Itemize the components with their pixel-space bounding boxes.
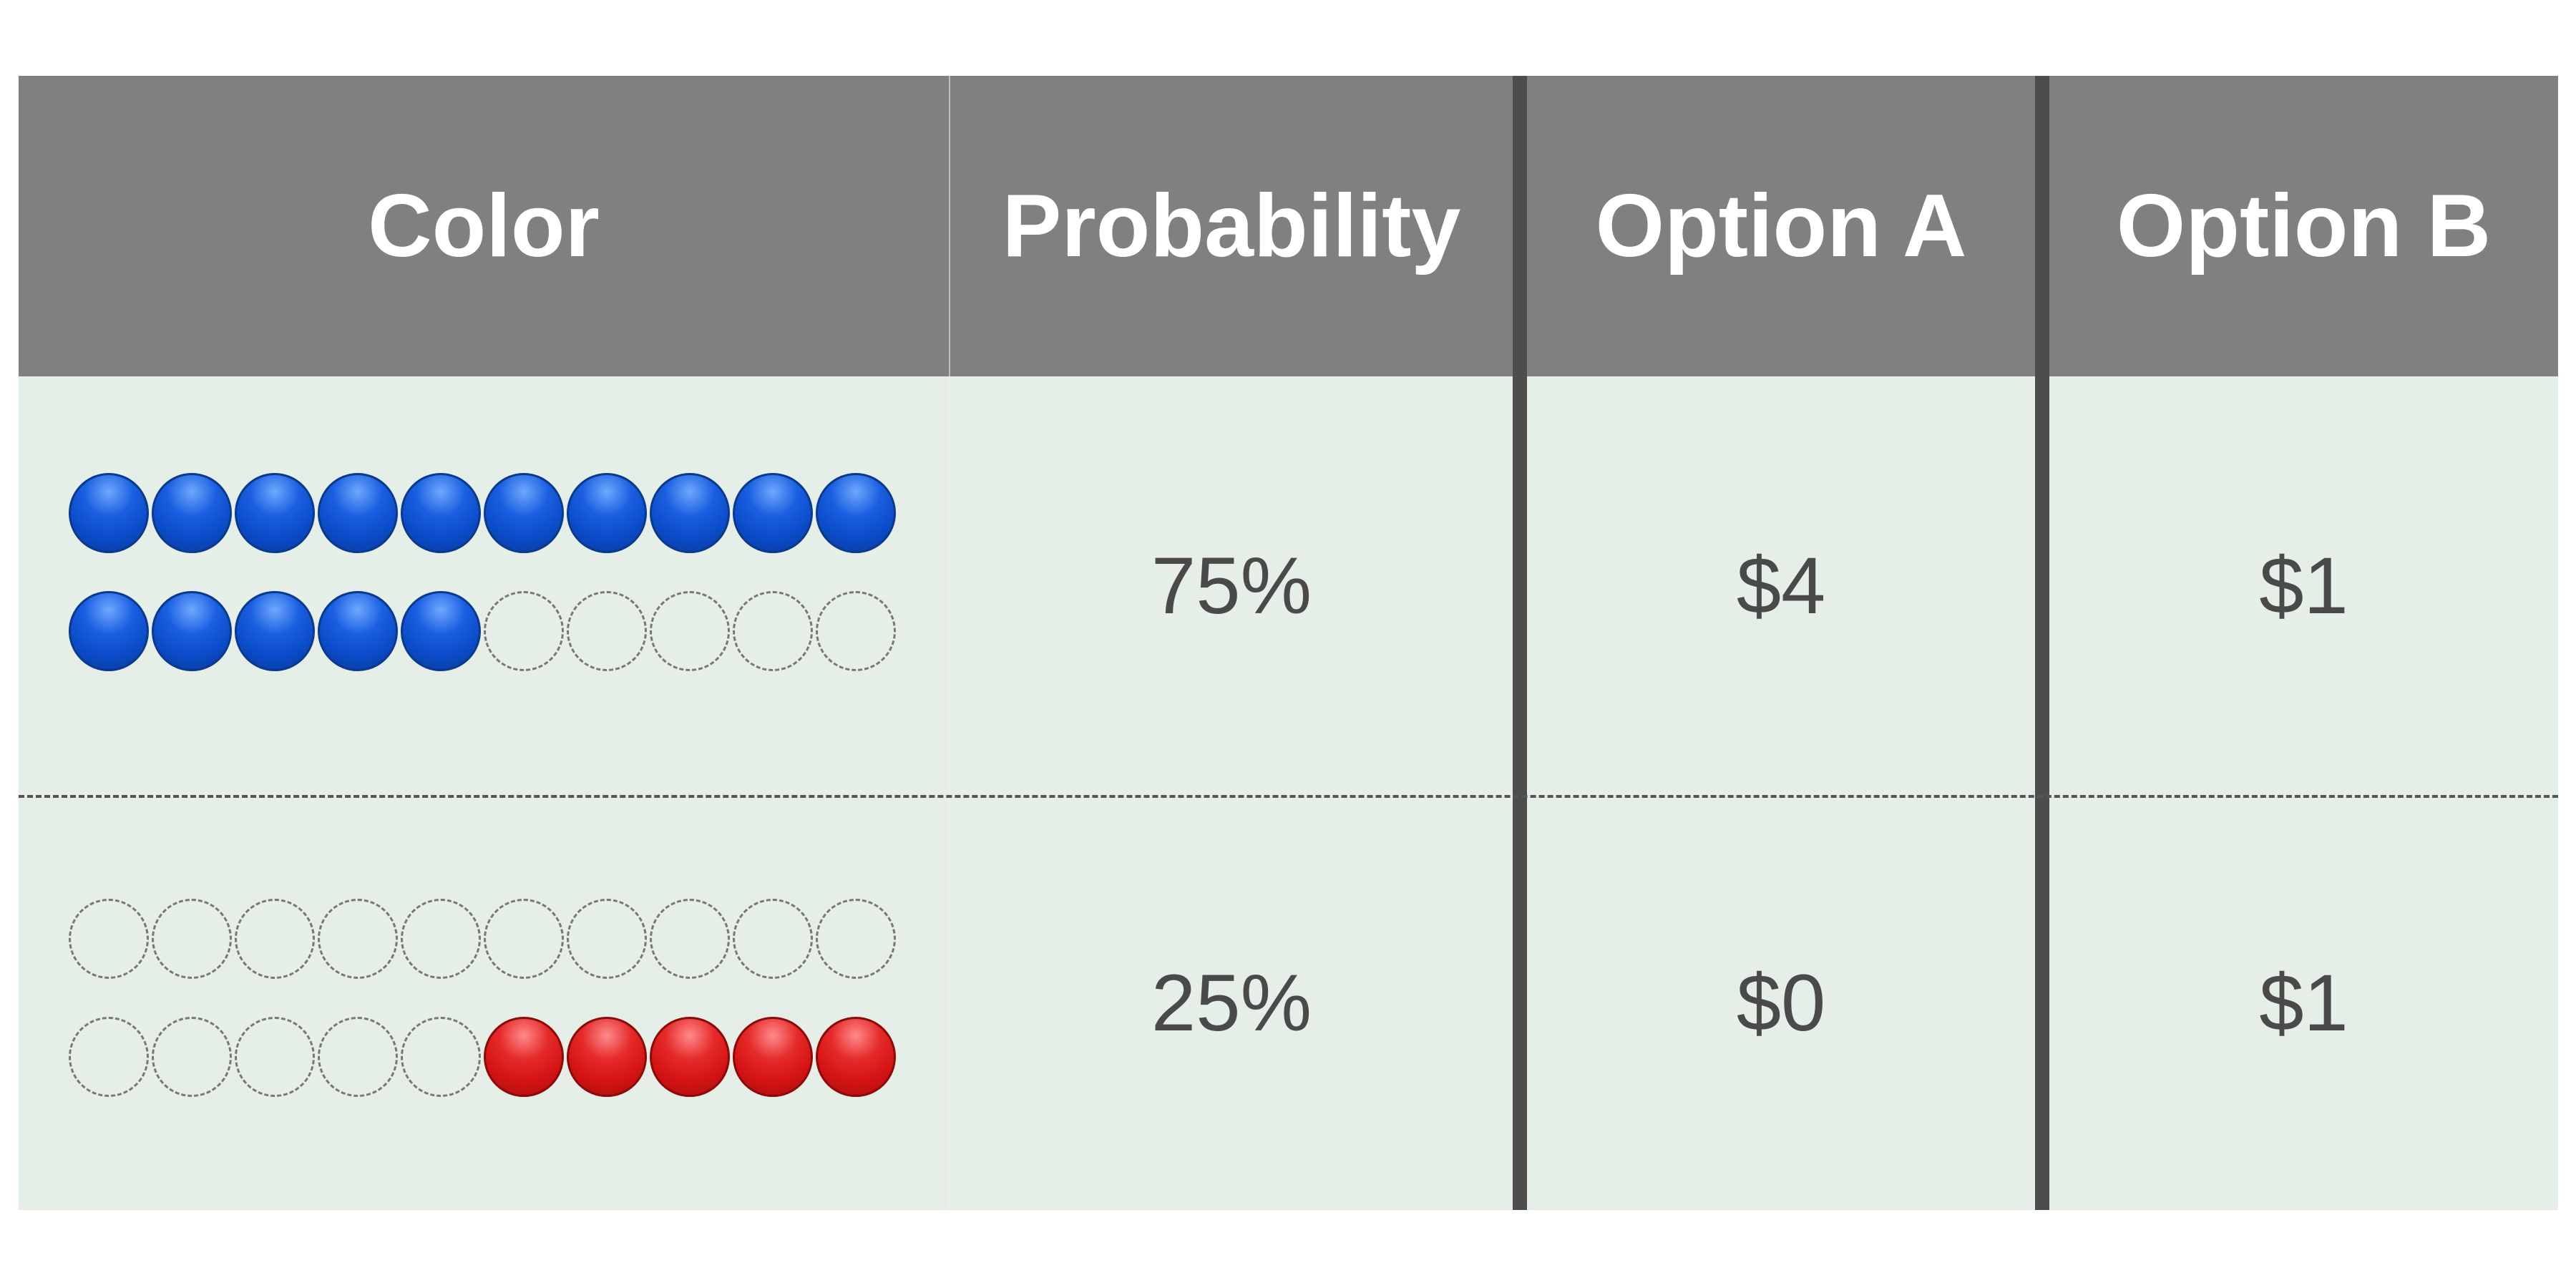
empty-ball-slot [816, 899, 896, 979]
blue-ball [318, 473, 398, 553]
empty-ball-slot [401, 899, 481, 979]
red-ball [567, 1017, 647, 1097]
empty-ball-slot [318, 899, 398, 979]
option-b-cell: $1 [2259, 541, 2348, 630]
empty-ball-slot [650, 899, 730, 979]
probability-cell: 25% [1151, 957, 1312, 1048]
empty-ball-slot [733, 899, 813, 979]
empty-ball-slot [152, 1017, 232, 1097]
column-divider-thick [2035, 76, 2049, 1210]
blue-ball [152, 473, 232, 553]
blue-ball [235, 591, 315, 671]
empty-ball-slot [152, 899, 232, 979]
blue-ball [69, 591, 149, 671]
blue-ball [484, 473, 564, 553]
empty-ball-slot [69, 1017, 149, 1097]
header-color: Color [368, 177, 600, 275]
probability-cell: 75% [1151, 541, 1312, 630]
option-a-cell: $0 [1736, 957, 1826, 1048]
blue-ball [318, 591, 398, 671]
payoff-table: Color Probability Option A Option B 75% … [19, 76, 2558, 1210]
blue-ball [69, 473, 149, 553]
empty-ball-slot [816, 591, 896, 671]
blue-ball [235, 473, 315, 553]
table-header-row [19, 76, 2558, 376]
empty-ball-slot [484, 591, 564, 671]
empty-ball-slot [235, 1017, 315, 1097]
header-option-b: Option B [2116, 177, 2492, 275]
column-divider [949, 76, 950, 1210]
option-b-cell: $1 [2259, 957, 2348, 1048]
header-option-a: Option A [1595, 177, 1967, 275]
red-ball [733, 1017, 813, 1097]
blue-ball [567, 473, 647, 553]
empty-ball-slot [567, 591, 647, 671]
empty-ball-slot [733, 591, 813, 671]
blue-ball [733, 473, 813, 553]
blue-ball [816, 473, 896, 553]
red-ball [816, 1017, 896, 1097]
red-ball [484, 1017, 564, 1097]
row-separator [19, 795, 2558, 798]
option-a-cell: $4 [1736, 541, 1826, 630]
header-probability: Probability [1002, 177, 1461, 275]
empty-ball-slot [484, 899, 564, 979]
empty-ball-slot [235, 899, 315, 979]
empty-ball-slot [650, 591, 730, 671]
empty-ball-slot [401, 1017, 481, 1097]
red-ball [650, 1017, 730, 1097]
empty-ball-slot [69, 899, 149, 979]
empty-ball-slot [318, 1017, 398, 1097]
blue-ball [401, 591, 481, 671]
blue-ball [401, 473, 481, 553]
column-divider-thick [1513, 76, 1527, 1210]
blue-ball [152, 591, 232, 671]
empty-ball-slot [567, 899, 647, 979]
blue-ball [650, 473, 730, 553]
